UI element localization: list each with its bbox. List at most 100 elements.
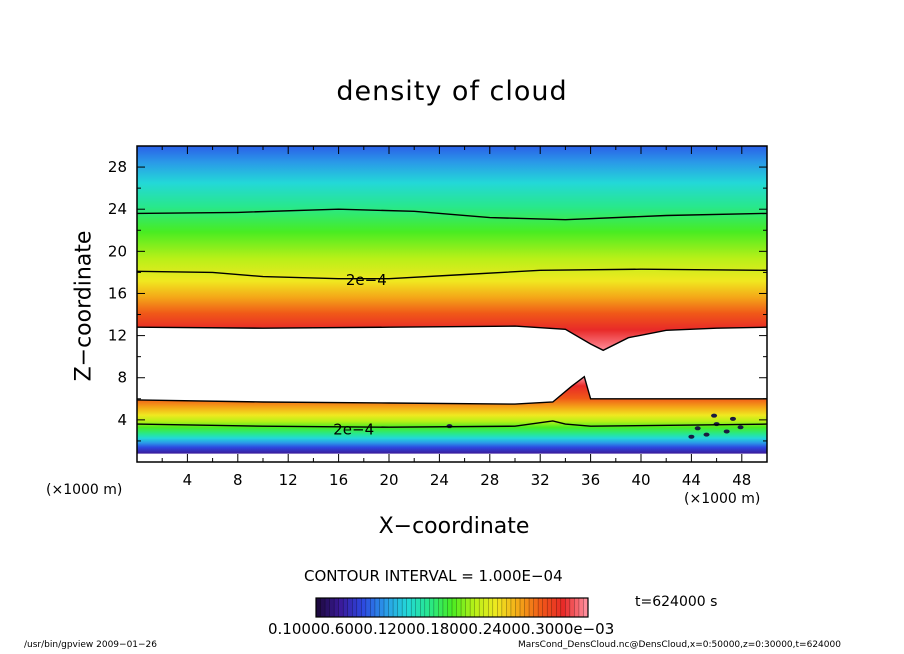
colorbar-cell-16 <box>388 598 394 617</box>
x-tick-label-9: 40 <box>631 471 650 489</box>
y-tick-label-2: 12 <box>108 327 127 345</box>
colorbar-cell-47 <box>529 598 535 617</box>
x-tick-label-11: 48 <box>732 471 751 489</box>
colorbar-cell-42 <box>506 598 512 617</box>
colorbar-cell-44 <box>515 598 521 617</box>
colorbar-cell-33 <box>465 598 471 617</box>
contour-lines: 2e−4 2e−4 <box>136 208 768 438</box>
contour-label-1: 2e−4 <box>333 420 374 438</box>
colorbar-cell-0 <box>316 598 322 617</box>
x-tick-label-5: 24 <box>430 471 449 489</box>
colorbar-labels: 0.10000.6000.12000.18000.24000.3000e−03 <box>268 620 615 638</box>
colorbar-cell-1 <box>320 598 326 617</box>
colorbar-cell-36 <box>479 598 485 617</box>
colorbar <box>315 597 589 618</box>
x-tick-label-3: 16 <box>329 471 348 489</box>
plot-frame <box>136 145 768 463</box>
cloud-blob-8 <box>737 425 744 430</box>
colorbar-cell-28 <box>442 598 448 617</box>
colorbar-cell-40 <box>497 598 503 617</box>
colorbar-cell-45 <box>520 598 526 617</box>
colorbar-cell-10 <box>361 598 367 617</box>
colorbar-cell-13 <box>374 598 380 617</box>
colorbar-cell-21 <box>411 598 417 617</box>
colorbar-cell-5 <box>338 598 344 617</box>
x-axis-unit-left: (×1000 m) <box>46 482 123 498</box>
colorbar-cell-3 <box>329 598 335 617</box>
cloud-blob-5 <box>711 413 718 418</box>
colorbar-cell-4 <box>334 598 340 617</box>
colorbar-cell-54 <box>560 598 566 617</box>
colorbar-cell-51 <box>547 598 553 617</box>
cloud-blob-4 <box>729 416 736 421</box>
colorbar-cell-7 <box>347 598 353 617</box>
colorbar-cell-23 <box>420 598 426 617</box>
colorbar-cell-14 <box>379 598 385 617</box>
x-tick-label-2: 12 <box>279 471 298 489</box>
x-tick-label-7: 32 <box>531 471 550 489</box>
colorbar-cell-17 <box>393 598 399 617</box>
colorbar-cell-24 <box>424 598 430 617</box>
cloud-blob-0 <box>694 426 701 431</box>
cloud-blob-1 <box>703 432 710 437</box>
colorbar-cell-59 <box>583 598 589 617</box>
y-tick-label-6: 28 <box>108 158 127 176</box>
colorbar-cell-30 <box>452 598 458 617</box>
colorbar-cell-19 <box>402 598 408 617</box>
colorbar-cell-18 <box>397 598 403 617</box>
colorbar-cell-50 <box>542 598 548 617</box>
colorbar-cell-2 <box>325 598 331 617</box>
colorbar-cell-52 <box>551 598 557 617</box>
contour-interval-label: CONTOUR INTERVAL = 1.000E−04 <box>304 567 563 585</box>
contour-lower-top <box>136 375 767 405</box>
colorbar-cell-25 <box>429 598 435 617</box>
colorbar-cell-32 <box>461 598 467 617</box>
contour-upper-2e-4 <box>136 268 768 280</box>
y-tick-label-3: 16 <box>108 284 127 302</box>
colorbar-cell-6 <box>343 598 349 617</box>
x-axis-unit-right: (×1000 m) <box>684 491 761 507</box>
colorbar-cell-43 <box>510 598 516 617</box>
x-axis-label-row: X−coordinate <box>0 514 904 539</box>
colorbar-cell-57 <box>574 598 580 617</box>
colorbar-cell-12 <box>370 598 376 617</box>
colorbar-cell-39 <box>492 598 498 617</box>
colorbar-cell-31 <box>456 598 462 617</box>
chart-title: density of cloud <box>336 76 568 107</box>
x-tick-label-1: 8 <box>233 471 243 489</box>
y-tick-label-1: 8 <box>117 369 127 387</box>
colorbar-cell-15 <box>384 598 390 617</box>
colorbar-cell-11 <box>365 598 371 617</box>
lower-cloud-layer <box>137 376 767 454</box>
colorbar-cell-55 <box>565 598 571 617</box>
x-tick-label-10: 44 <box>682 471 701 489</box>
colorbar-cell-8 <box>352 598 358 617</box>
y-tick-label-5: 24 <box>108 200 127 218</box>
x-tick-label-8: 36 <box>581 471 600 489</box>
contour-label-0: 2e−4 <box>346 271 387 289</box>
colorbar-cell-35 <box>474 598 480 617</box>
y-tick-label-0: 4 <box>117 411 127 429</box>
colorbar-cell-56 <box>569 598 575 617</box>
contour-lower-2e-4 <box>136 420 768 428</box>
colorbar-cell-20 <box>406 598 412 617</box>
upper-cloud-layer <box>137 146 767 351</box>
contour-top <box>136 208 768 221</box>
colorbar-cell-58 <box>578 598 584 617</box>
colorbar-cell-37 <box>483 598 489 617</box>
x-tick-label-4: 20 <box>379 471 398 489</box>
colorbar-cell-38 <box>488 598 494 617</box>
colorbar-cell-41 <box>501 598 507 617</box>
cloud-blob-7 <box>688 434 695 439</box>
colorbar-cell-48 <box>533 598 539 617</box>
colorbar-cell-49 <box>538 598 544 617</box>
cloud-blob-3 <box>723 429 730 434</box>
colorbar-frame <box>315 597 589 618</box>
footer-left: /usr/bin/gpview 2009−01−26 <box>24 640 158 650</box>
x-tick-label-6: 28 <box>480 471 499 489</box>
colorbar-cell-46 <box>524 598 530 617</box>
colorbar-cell-29 <box>447 598 453 617</box>
